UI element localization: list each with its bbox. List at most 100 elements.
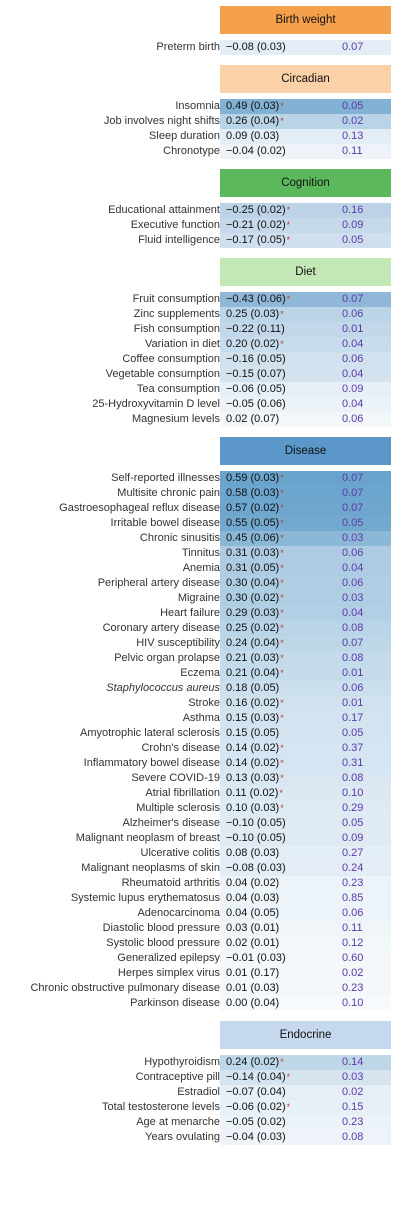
trait-label: Sleep duration [149, 130, 220, 142]
p-value: 0.03 [342, 592, 364, 604]
estimate-value: −0.22 (0.11) [226, 322, 285, 337]
p-value: 0.06 [342, 577, 364, 589]
trait-label: Fruit consumption [132, 293, 220, 305]
trait-label: Ulcerative colitis [140, 847, 220, 859]
estimate-number: 0.25 [226, 308, 248, 320]
estimate-value: 0.14 (0.02)* [226, 741, 284, 756]
estimate-cell [220, 1115, 391, 1130]
estimate-value: 0.45 (0.06)* [226, 531, 284, 546]
p-value: 0.24 [342, 862, 364, 874]
estimate-value: −0.17 (0.05)* [226, 233, 290, 248]
significance-marker: * [280, 533, 284, 543]
trait-label: Stroke [188, 697, 220, 709]
p-value: 0.08 [342, 652, 364, 664]
trait-label: Malignant neoplasms of skin [81, 862, 220, 874]
estimate-number: −0.04 [226, 145, 254, 157]
standard-error: (0.03) [250, 547, 280, 559]
estimate-value: 0.13 (0.03)* [226, 771, 284, 786]
p-value: 0.23 [342, 877, 364, 889]
significance-marker: * [286, 205, 291, 215]
trait-label: Generalized epilepsy [117, 952, 220, 964]
estimate-number: −0.06 [226, 383, 254, 395]
estimate-value: 0.25 (0.03)* [226, 307, 284, 322]
estimate-number: 0.15 [226, 727, 248, 739]
estimate-number: 0.09 [226, 130, 248, 142]
table-row: Systolic blood pressure 0.02 (0.01) 0.12 [0, 936, 407, 951]
estimate-number: −0.01 [226, 952, 254, 964]
estimate-cell [220, 233, 391, 248]
standard-error: (0.02) [250, 338, 280, 350]
significance-marker: * [286, 235, 291, 245]
estimate-cell [220, 203, 391, 218]
estimate-number: −0.21 [226, 219, 254, 231]
estimate-cell [220, 367, 391, 382]
trait-label: Systolic blood pressure [106, 937, 220, 949]
trait-label: Pelvic organ prolapse [114, 652, 220, 664]
estimate-number: −0.14 [226, 1071, 254, 1083]
estimate-cell [220, 292, 391, 307]
trait-label: Heart failure [160, 607, 220, 619]
group-header: Endocrine [220, 1021, 391, 1049]
standard-error: (0.03) [250, 982, 280, 994]
estimate-cell [220, 966, 391, 981]
significance-marker: * [280, 548, 284, 558]
p-value: 0.06 [342, 308, 364, 320]
estimate-number: 0.30 [226, 592, 248, 604]
trait-label: Diastolic blood pressure [102, 922, 220, 934]
estimate-value: −0.07 (0.04) [226, 1085, 286, 1100]
estimate-number: 0.18 [226, 682, 248, 694]
table-row: Age at menarche −0.05 (0.02) 0.23 [0, 1115, 407, 1130]
estimate-cell [220, 636, 391, 651]
estimate-number: 0.16 [226, 697, 248, 709]
estimate-cell [220, 1130, 391, 1145]
estimate-cell [220, 337, 391, 352]
estimate-cell [220, 382, 391, 397]
estimate-number: 0.26 [226, 115, 248, 127]
standard-error: (0.02) [250, 592, 280, 604]
standard-error: (0.03) [250, 772, 280, 784]
trait-label: Job involves night shifts [103, 115, 220, 127]
standard-error: (0.04) [256, 1086, 286, 1098]
table-row: Multisite chronic pain 0.58 (0.03)* 0.07 [0, 486, 407, 501]
p-value: 0.06 [342, 547, 364, 559]
significance-marker: * [280, 698, 284, 708]
estimate-value: 0.04 (0.05) [226, 906, 279, 921]
table-row: Inflammatory bowel disease 0.14 (0.02)* 0.… [0, 756, 407, 771]
trait-label: Systemic lupus erythematosus [70, 892, 220, 904]
estimate-number: −0.17 [226, 234, 254, 246]
standard-error: (0.11) [256, 323, 285, 335]
estimate-cell [220, 352, 391, 367]
estimate-number: −0.15 [226, 368, 254, 380]
table-row: Fruit consumption −0.43 (0.06)* 0.07 [0, 292, 407, 307]
estimate-number: 0.15 [226, 712, 248, 724]
significance-marker: * [280, 309, 284, 319]
p-value: 0.08 [342, 1131, 364, 1143]
p-value: 0.02 [342, 967, 364, 979]
estimate-number: 0.31 [226, 562, 248, 574]
trait-label: Multiple sclerosis [136, 802, 220, 814]
estimate-cell [220, 561, 391, 576]
table-row: Multiple sclerosis 0.10 (0.03)* 0.29 [0, 801, 407, 816]
significance-marker: * [280, 473, 284, 483]
standard-error: (0.02) [256, 1116, 286, 1128]
table-row: Stroke 0.16 (0.02)* 0.01 [0, 696, 407, 711]
estimate-cell [220, 322, 391, 337]
trait-label: Age at menarche [136, 1116, 220, 1128]
significance-marker: * [280, 653, 284, 663]
estimate-number: −0.16 [226, 353, 254, 365]
estimate-number: 0.59 [226, 472, 248, 484]
estimate-value: 0.24 (0.02)* [226, 1055, 284, 1070]
table-row: Amyotrophic lateral sclerosis 0.15 (0.05)… [0, 726, 407, 741]
p-value: 0.23 [342, 1116, 364, 1128]
group-header: Diet [220, 258, 391, 286]
standard-error: (0.06) [256, 398, 286, 410]
table-row: 25-Hydroxyvitamin D level −0.05 (0.06) 0.0… [0, 397, 407, 412]
p-value: 0.05 [342, 517, 364, 529]
estimate-number: 0.21 [226, 667, 248, 679]
p-value: 0.05 [342, 234, 364, 246]
group-header: Circadian [220, 65, 391, 93]
estimate-number: −0.07 [226, 1086, 254, 1098]
significance-marker: * [280, 578, 284, 588]
p-value: 0.09 [342, 832, 364, 844]
p-value: 0.16 [342, 204, 364, 216]
